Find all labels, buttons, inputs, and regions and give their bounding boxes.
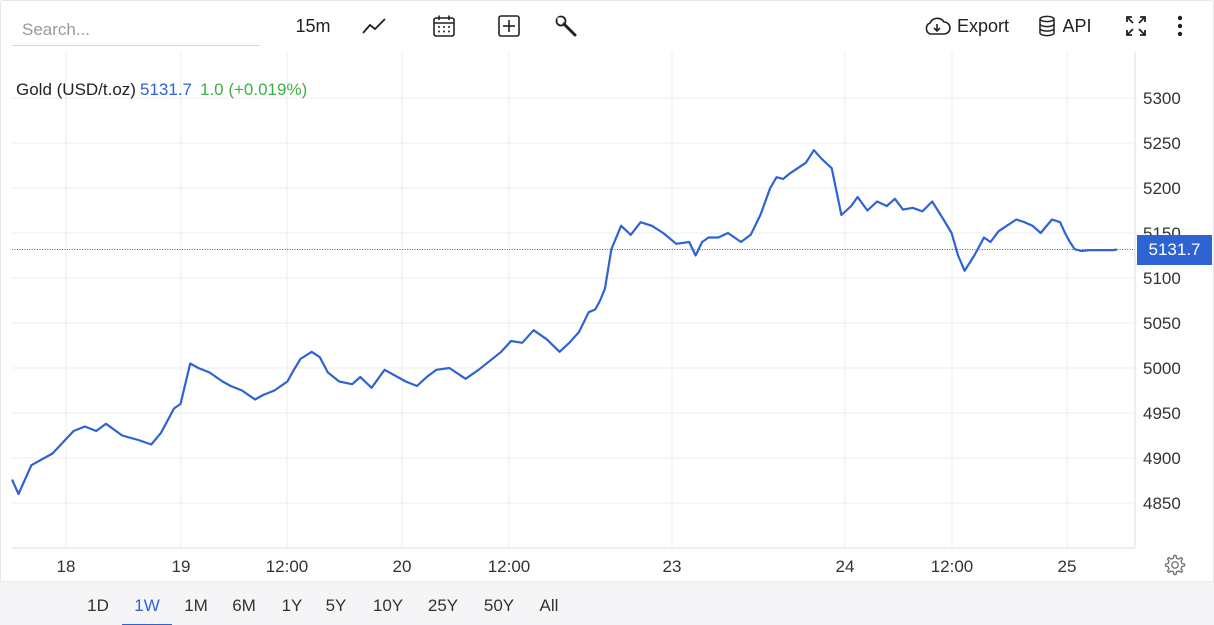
x-tick-label: 12:00: [266, 557, 309, 576]
add-indicator-icon[interactable]: [493, 10, 525, 42]
line-chart-icon[interactable]: [358, 10, 390, 42]
api-button[interactable]: API: [1034, 10, 1096, 42]
x-tick-label: 20: [393, 557, 412, 576]
calendar-icon[interactable]: [428, 10, 460, 42]
fullscreen-icon[interactable]: [1120, 10, 1152, 42]
x-tick-label: 19: [172, 557, 191, 576]
last-price-tag: 5131.7: [1137, 235, 1212, 265]
y-tick-label: 5250: [1143, 134, 1181, 153]
cloud-download-icon: [925, 17, 951, 35]
export-button[interactable]: Export: [918, 10, 1014, 42]
range-1w-button[interactable]: 1W: [122, 596, 172, 625]
range-5y-button[interactable]: 5Y: [325, 596, 347, 615]
x-tick-label: 25: [1058, 557, 1077, 576]
range-50y-button[interactable]: 50Y: [483, 596, 515, 615]
export-label: Export: [956, 15, 1010, 36]
toolbar: 15m Export API: [0, 0, 1214, 52]
y-tick-label: 5000: [1143, 359, 1181, 378]
y-tick-label: 4850: [1143, 494, 1181, 513]
instrument-name: Gold (USD/t.oz): [16, 80, 136, 99]
y-tick-label: 4900: [1143, 449, 1181, 468]
x-tick-label: 23: [663, 557, 682, 576]
y-tick-label: 4950: [1143, 404, 1181, 423]
range-1y-button[interactable]: 1Y: [281, 596, 303, 615]
range-all-button[interactable]: All: [539, 596, 559, 615]
range-1m-button[interactable]: 1M: [184, 596, 208, 615]
y-tick-label: 5050: [1143, 314, 1181, 333]
range-1d-button[interactable]: 1D: [87, 596, 109, 615]
gold-price-line: [10, 149, 1118, 496]
range-selector: 1D 1W 1M 6M 1Y 5Y 10Y 25Y 50Y All: [0, 581, 1214, 625]
x-tick-label: 12:00: [488, 557, 531, 576]
y-tick-label: 5200: [1143, 179, 1181, 198]
api-label: API: [1062, 15, 1092, 36]
more-vertical-icon[interactable]: [1168, 10, 1192, 42]
range-6m-button[interactable]: 6M: [232, 596, 256, 615]
x-axis: 18 19 12:00 20 12:00 23 24 12:00 25: [57, 557, 1077, 576]
chart-grid: [12, 52, 1136, 549]
interval-selector[interactable]: 15m: [295, 15, 331, 36]
x-tick-label: 18: [57, 557, 76, 576]
search-input[interactable]: [12, 14, 260, 46]
settings-gear-icon[interactable]: [1162, 553, 1186, 577]
legend-change: 1.0 (+0.019%): [199, 80, 308, 99]
x-tick-label: 24: [836, 557, 855, 576]
database-icon: [1039, 15, 1056, 37]
range-25y-button[interactable]: 25Y: [427, 596, 459, 615]
y-tick-label: 5300: [1143, 89, 1181, 108]
x-tick-label: 12:00: [931, 557, 974, 576]
range-10y-button[interactable]: 10Y: [372, 596, 404, 615]
y-tick-label: 5100: [1143, 269, 1181, 288]
legend-price: 5131.7: [139, 80, 192, 99]
chart-legend: Gold (USD/t.oz) 5131.7 1.0 (+0.019%): [16, 80, 307, 100]
wrench-icon[interactable]: [550, 10, 582, 42]
